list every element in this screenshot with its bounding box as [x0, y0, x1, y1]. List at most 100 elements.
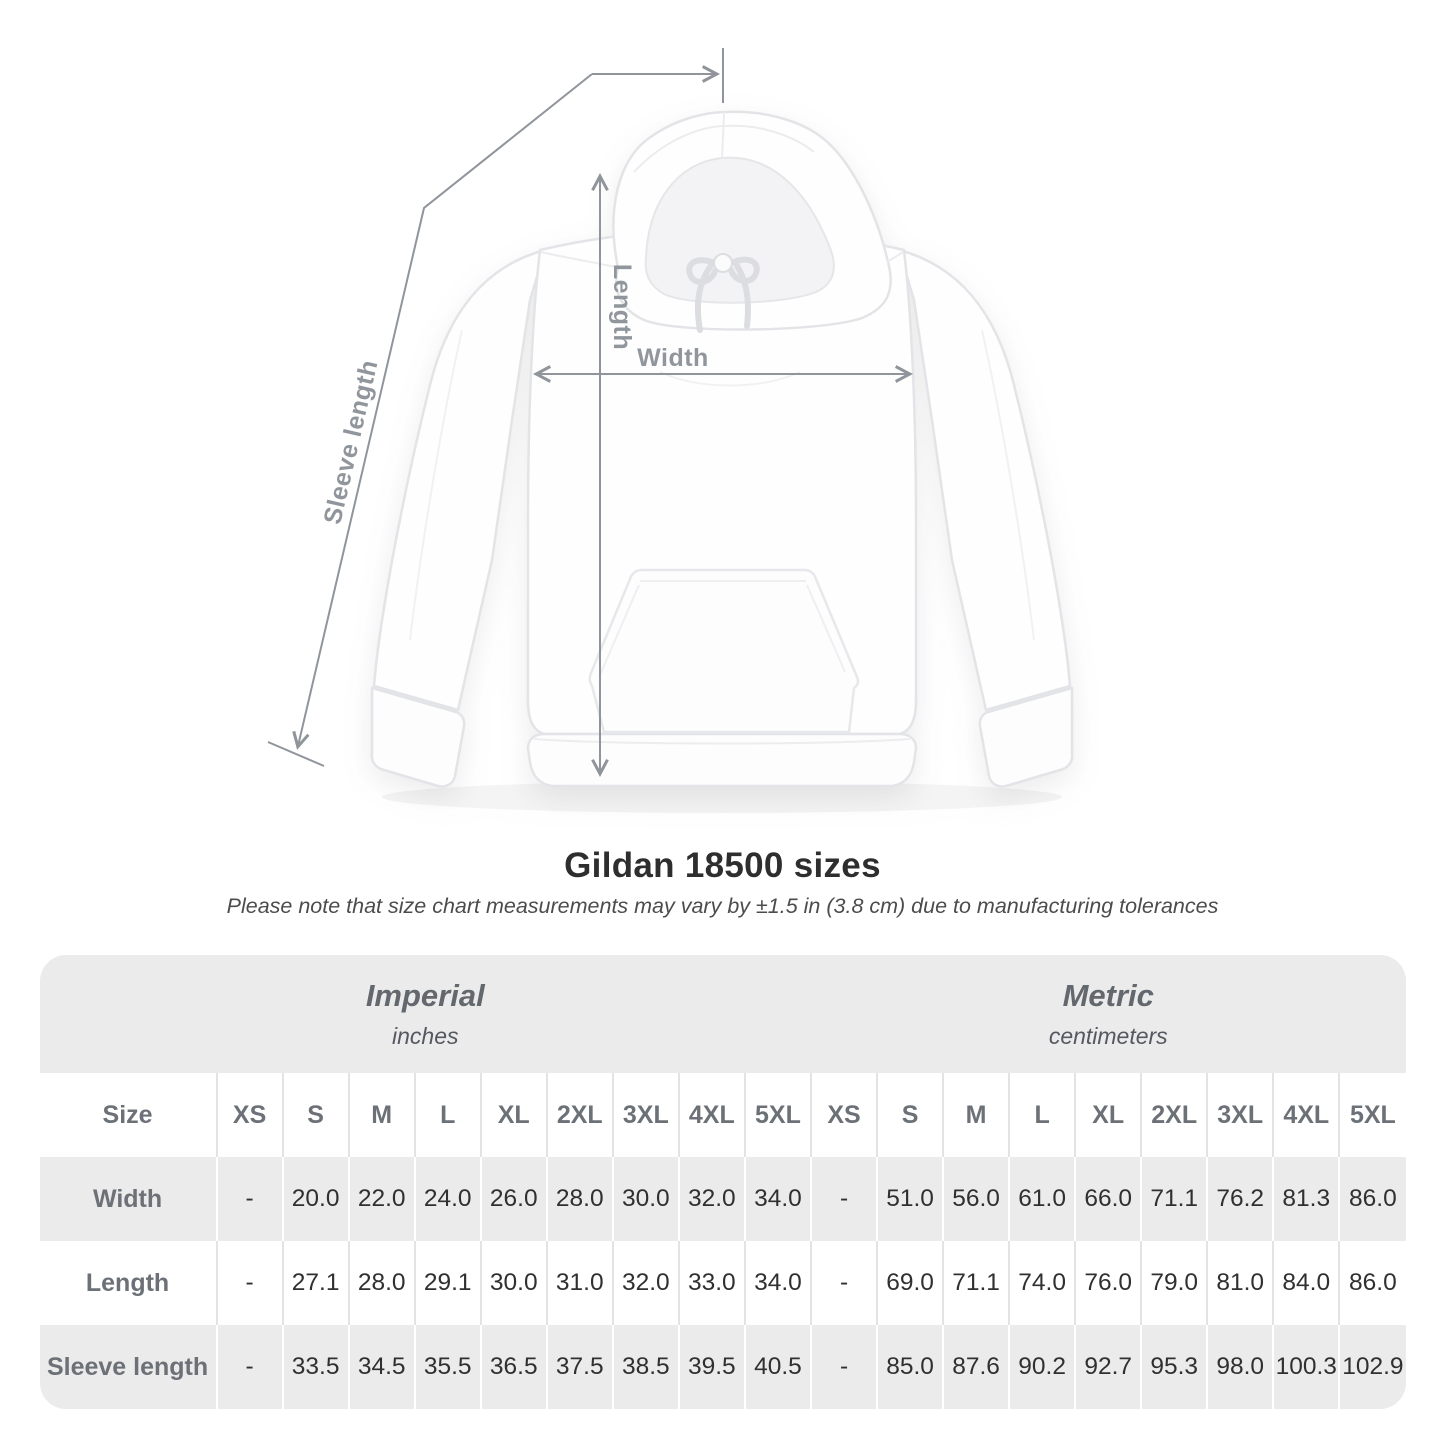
size-column-header: 2XL	[1140, 1073, 1208, 1157]
measurement-value: -	[810, 1241, 878, 1325]
measurement-value: 81.0	[1206, 1241, 1274, 1325]
measurement-value: 31.0	[545, 1241, 613, 1325]
size-column-header: 4XL	[1272, 1073, 1340, 1157]
drawstring-right-loop	[728, 256, 760, 284]
measurement-value: -	[810, 1157, 878, 1241]
sleeve-length-label: Sleeve length	[318, 357, 383, 527]
size-column-header: L	[1008, 1073, 1076, 1157]
size-column-header: L	[413, 1073, 481, 1157]
measurement-value: 66.0	[1074, 1157, 1142, 1241]
measurement-value: 76.2	[1206, 1157, 1274, 1241]
measurement-value: 32.0	[677, 1157, 745, 1241]
measurement-value: 100.3	[1272, 1325, 1340, 1409]
measurement-annotations	[267, 48, 914, 778]
measurement-value: 33.0	[677, 1241, 745, 1325]
left-cuff	[370, 686, 466, 788]
imperial-section-title: Imperial	[365, 978, 485, 1013]
drawstring-left	[695, 261, 715, 333]
measurement-value: -	[810, 1325, 878, 1409]
sleeve-end-tick	[267, 741, 325, 767]
size-column-header: 5XL	[1338, 1073, 1406, 1157]
measurement-value: -	[215, 1325, 283, 1409]
left-sleeve	[372, 248, 547, 712]
measurement-value: 37.5	[545, 1325, 613, 1409]
measurement-value: 69.0	[876, 1241, 944, 1325]
measurement-value: 71.1	[942, 1241, 1010, 1325]
measurement-value: 74.0	[1008, 1241, 1076, 1325]
unit-band-row: Imperial inches Metric centimeters	[39, 955, 1406, 1073]
measurement-value: 98.0	[1206, 1325, 1274, 1409]
measurement-value: 90.2	[1008, 1325, 1076, 1409]
hood-center-seam	[721, 113, 725, 159]
measurement-value: 51.0	[876, 1157, 944, 1241]
measurement-value: 29.1	[413, 1241, 481, 1325]
tolerance-note: Please note that size chart measurements…	[226, 894, 1219, 918]
measurement-value: 38.5	[611, 1325, 679, 1409]
measurement-value: 79.0	[1140, 1241, 1208, 1325]
measurement-value: 34.5	[347, 1325, 415, 1409]
measurement-value: 102.9	[1338, 1325, 1406, 1409]
shoulder-seams	[540, 251, 904, 269]
measurement-value: 84.0	[1272, 1241, 1340, 1325]
measurement-row-label: Length	[39, 1241, 217, 1325]
sleeve-length-arrow	[267, 48, 724, 767]
measurement-value: 28.0	[347, 1241, 415, 1325]
size-column-header: M	[942, 1073, 1010, 1157]
measurement-value: 20.0	[281, 1157, 349, 1241]
measurement-row-label: Sleeve length	[39, 1325, 217, 1409]
imperial-section-header: Imperial inches	[39, 955, 812, 1073]
fold-lines	[409, 329, 1035, 641]
drawstring-right	[733, 261, 751, 329]
measurement-value: 30.0	[479, 1241, 547, 1325]
measurement-value: 28.0	[545, 1157, 613, 1241]
measurement-value: 81.3	[1272, 1157, 1340, 1241]
size-column-header: 2XL	[545, 1073, 613, 1157]
measurement-value: 92.7	[1074, 1325, 1142, 1409]
size-column-header: 3XL	[611, 1073, 679, 1157]
hem-band	[526, 732, 918, 788]
page-title: Gildan 18500 sizes	[564, 846, 881, 885]
right-cuff	[978, 686, 1074, 788]
floor-shadow	[382, 781, 1062, 813]
drawstring-knot	[713, 253, 733, 273]
kangaroo-pocket	[588, 568, 860, 734]
measurement-value: 39.5	[677, 1325, 745, 1409]
measurement-value: 76.0	[1074, 1241, 1142, 1325]
size-column-header: 5XL	[743, 1073, 812, 1157]
measurement-value: 22.0	[347, 1157, 415, 1241]
size-column-header: 4XL	[677, 1073, 745, 1157]
measurement-value: 95.3	[1140, 1325, 1208, 1409]
measurement-value: 24.0	[413, 1157, 481, 1241]
metric-section-unit: centimeters	[1048, 1023, 1168, 1049]
size-column-header: 3XL	[1206, 1073, 1274, 1157]
measurement-value: 85.0	[876, 1325, 944, 1409]
hem-seam	[533, 738, 911, 745]
measurement-value: 33.5	[281, 1325, 349, 1409]
measurement-row: Sleeve length -33.5 34.5 35.5 36.5 37.5 38.5 39…	[39, 1325, 1406, 1409]
measurement-value: 36.5	[479, 1325, 547, 1409]
measurement-row: Length -27.1 28.0 29.1 30.0 31.0 32.0 33.0 34.0-…	[39, 1241, 1406, 1325]
size-column-header: S	[876, 1073, 944, 1157]
size-corner-label: Size	[39, 1073, 217, 1157]
measurement-value: 40.5	[743, 1325, 812, 1409]
measurement-value: 87.6	[942, 1325, 1010, 1409]
measurement-value: 34.0	[743, 1157, 812, 1241]
length-label: Length	[608, 264, 636, 350]
imperial-section-unit: inches	[392, 1023, 459, 1049]
metric-section-title: Metric	[1062, 978, 1154, 1013]
measurement-row: Width -20.0 22.0 24.0 26.0 28.0 30.0 32.0 34.0-5…	[39, 1157, 1406, 1241]
size-column-header: XS	[810, 1073, 878, 1157]
measurement-value: 71.1	[1140, 1157, 1208, 1241]
pocket-stitching	[599, 580, 846, 676]
measurement-value: 86.0	[1338, 1157, 1406, 1241]
drawstring-left-loop	[686, 257, 718, 285]
metric-section-header: Metric centimeters	[811, 955, 1406, 1073]
size-column-header: XS	[215, 1073, 283, 1157]
size-column-header: S	[281, 1073, 349, 1157]
measurement-value: 27.1	[281, 1241, 349, 1325]
measurement-value: 35.5	[413, 1325, 481, 1409]
right-sleeve	[897, 248, 1072, 712]
measurement-value: 56.0	[942, 1157, 1010, 1241]
measurement-value: 34.0	[743, 1241, 812, 1325]
size-header-row: Size XS S M L XL 2XL 3XL 4XL 5XL XS S M L XL 2XL 3XL 4XL…	[39, 1073, 1406, 1157]
